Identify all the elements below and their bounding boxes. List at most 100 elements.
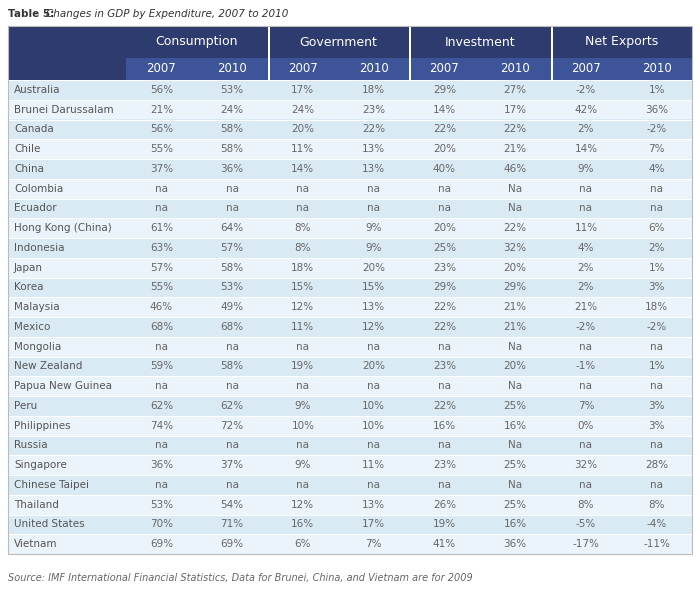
Text: 12%: 12% [362, 322, 385, 332]
Text: na: na [438, 440, 451, 451]
Text: 57%: 57% [220, 243, 244, 253]
Text: 22%: 22% [433, 302, 456, 312]
Text: Mongolia: Mongolia [14, 342, 62, 352]
Text: 2007: 2007 [571, 63, 601, 76]
Text: 58%: 58% [220, 124, 244, 134]
Text: 36%: 36% [645, 105, 668, 115]
Text: na: na [367, 480, 380, 490]
Text: na: na [225, 440, 239, 451]
Text: Na: Na [508, 184, 522, 194]
Text: na: na [296, 342, 309, 352]
Text: na: na [650, 184, 663, 194]
Text: 24%: 24% [220, 105, 244, 115]
Text: Malaysia: Malaysia [14, 302, 60, 312]
Text: Investment: Investment [444, 36, 515, 49]
Text: China: China [14, 164, 44, 174]
Text: 2%: 2% [578, 124, 594, 134]
Text: -2%: -2% [575, 85, 596, 95]
Text: Na: Na [508, 440, 522, 451]
Text: United States: United States [14, 519, 85, 529]
Text: 32%: 32% [503, 243, 526, 253]
Text: 21%: 21% [503, 302, 526, 312]
Text: 14%: 14% [433, 105, 456, 115]
Text: na: na [155, 204, 168, 213]
Text: 36%: 36% [150, 460, 173, 470]
Text: 11%: 11% [291, 322, 314, 332]
Text: 68%: 68% [220, 322, 244, 332]
Text: 57%: 57% [150, 263, 173, 273]
Text: 13%: 13% [362, 500, 385, 510]
Text: Consumption: Consumption [155, 36, 238, 49]
Text: 2010: 2010 [642, 63, 671, 76]
Text: Korea: Korea [14, 282, 43, 292]
Text: Philippines: Philippines [14, 421, 71, 430]
Text: 15%: 15% [291, 282, 314, 292]
Text: 37%: 37% [150, 164, 173, 174]
Text: -1%: -1% [575, 361, 596, 371]
Text: 21%: 21% [574, 302, 597, 312]
Text: na: na [225, 342, 239, 352]
Text: -4%: -4% [647, 519, 666, 529]
Text: 59%: 59% [150, 361, 173, 371]
Text: 25%: 25% [503, 460, 526, 470]
Text: 12%: 12% [291, 500, 314, 510]
Text: 20%: 20% [291, 124, 314, 134]
Text: 2007: 2007 [288, 63, 318, 76]
Text: 1%: 1% [648, 263, 665, 273]
Text: Indonesia: Indonesia [14, 243, 64, 253]
Text: na: na [650, 204, 663, 213]
Text: 21%: 21% [150, 105, 173, 115]
Text: Singapore: Singapore [14, 460, 66, 470]
Text: 56%: 56% [150, 124, 173, 134]
Text: 62%: 62% [150, 401, 173, 411]
Text: 36%: 36% [220, 164, 244, 174]
Text: na: na [438, 204, 451, 213]
Text: 16%: 16% [433, 421, 456, 430]
Text: 10%: 10% [362, 401, 385, 411]
Text: 64%: 64% [220, 223, 244, 233]
Text: na: na [580, 480, 592, 490]
Text: 70%: 70% [150, 519, 173, 529]
Text: 13%: 13% [362, 144, 385, 154]
Text: 26%: 26% [433, 500, 456, 510]
Text: Thailand: Thailand [14, 500, 59, 510]
Text: na: na [155, 381, 168, 391]
Text: 2%: 2% [648, 243, 665, 253]
Text: na: na [438, 184, 451, 194]
Text: 55%: 55% [150, 144, 173, 154]
Text: 61%: 61% [150, 223, 173, 233]
Text: 12%: 12% [291, 302, 314, 312]
Text: 22%: 22% [433, 401, 456, 411]
Text: na: na [225, 480, 239, 490]
Text: Na: Na [508, 204, 522, 213]
Text: Japan: Japan [14, 263, 43, 273]
Text: 11%: 11% [362, 460, 385, 470]
Text: 69%: 69% [220, 539, 244, 549]
Text: na: na [296, 184, 309, 194]
Text: 2%: 2% [578, 263, 594, 273]
Text: 23%: 23% [433, 361, 456, 371]
Text: na: na [438, 381, 451, 391]
Text: na: na [367, 342, 380, 352]
Text: 69%: 69% [150, 539, 173, 549]
Text: 17%: 17% [362, 519, 385, 529]
Text: 56%: 56% [150, 85, 173, 95]
Text: 18%: 18% [291, 263, 314, 273]
Text: 21%: 21% [503, 144, 526, 154]
Text: 7%: 7% [648, 144, 665, 154]
Text: 11%: 11% [574, 223, 597, 233]
Text: 2007: 2007 [430, 63, 459, 76]
Text: 6%: 6% [295, 539, 311, 549]
Text: 53%: 53% [220, 85, 244, 95]
Text: 9%: 9% [365, 243, 382, 253]
Text: 8%: 8% [578, 500, 594, 510]
Text: na: na [155, 342, 168, 352]
Text: 17%: 17% [291, 85, 314, 95]
Text: 0%: 0% [578, 421, 594, 430]
Text: 24%: 24% [291, 105, 314, 115]
Text: na: na [580, 440, 592, 451]
Text: 29%: 29% [433, 282, 456, 292]
Text: na: na [225, 381, 239, 391]
Text: 36%: 36% [503, 539, 526, 549]
Text: New Zealand: New Zealand [14, 361, 83, 371]
